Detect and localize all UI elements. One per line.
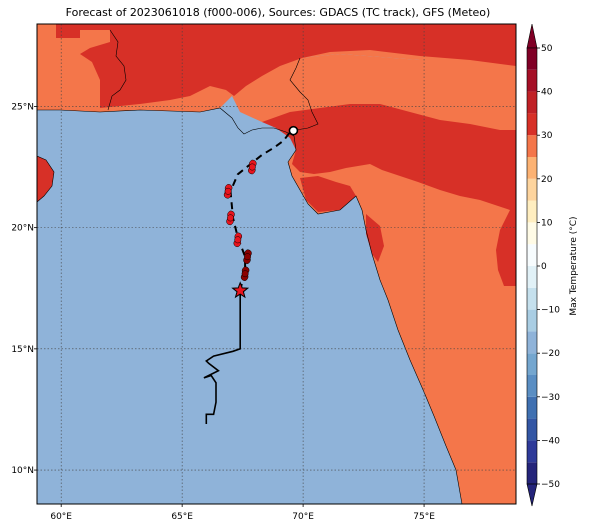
cyclone-symbol-icon [243,249,252,264]
colorbar-tick-label: 20 [541,175,553,185]
border-iran-pakistan [107,29,127,111]
colorbar-band [527,91,537,114]
border-pakistan-india [289,57,319,131]
hot-band-deccan [366,214,384,262]
colorbar-band [527,353,537,375]
colorbar-band [527,287,537,310]
hot-band-gujarat [300,176,356,212]
colorbar-band [527,462,537,484]
colorbar: 50 40 30 20 10 0 −10 −20 −30 −40 −50 Max Temperatu… [526,23,579,507]
colorbar-band [527,157,537,179]
tc-track [203,125,299,424]
cyclone-symbol-icon [223,184,233,199]
colorbar-band [527,440,537,463]
colorbar-band [527,375,537,397]
colorbar-band [527,309,537,332]
colorbar-bottom-extension [526,483,538,507]
coastlines [37,107,463,504]
colorbar-band [527,418,537,441]
cyclone-symbol-icon [248,159,257,175]
colorbar-tick-label: −10 [541,306,560,316]
map-title: Forecast of 2023061018 (f000-006), Sourc… [65,6,491,19]
past-track-line [203,290,241,424]
colorbar-bands [527,48,537,484]
colorbar-band [527,200,537,223]
map-area [37,24,516,504]
lat-tick-label: 20°N [11,224,34,234]
coastline-gujarat-india [287,135,463,504]
colorbar-tick-label: −20 [541,349,560,359]
coastline-oman [37,155,55,203]
colorbar-band [527,266,537,288]
lon-tick-label: 65°E [171,512,193,522]
colorbar-band [527,331,537,354]
colorbar-ticks: 50 40 30 20 10 0 −10 −20 −30 −40 −50 [537,44,560,490]
colorbar-label: Max Temperature (°C) [569,216,579,315]
lon-tick-label: 70°E [292,512,314,522]
coastline-makran [37,107,295,137]
lat-tick-label: 10°N [11,466,34,476]
map-frame [36,23,517,505]
forecast-track-line [229,130,292,291]
colorbar-top-extension [526,23,538,49]
lon-tick-label: 60°E [50,512,72,522]
colorbar-tick-label: 50 [541,44,553,54]
axis-tick-labels: 60°E 65°E 70°E 75°E 10°N 15°N 20°N 25°N [11,102,435,522]
colorbar-band [527,69,537,92]
cyclone-symbol-icon [233,232,243,248]
cyclone-symbol-icon [226,210,235,226]
landfall-marker-icon [288,125,299,136]
hot-band-india [262,104,516,286]
colorbar-tick-label: −30 [541,393,560,403]
colorbar-band [527,244,537,266]
colorbar-tick-label: −50 [541,480,560,490]
colorbar-tick-label: 40 [541,88,553,98]
max-temperature-land-fill [37,24,516,504]
country-borders [107,29,319,131]
gridlines [37,24,516,504]
colorbar-band [527,113,537,136]
colorbar-tick-label: −40 [541,436,560,446]
colorbar-band [527,178,537,201]
colorbar-tick-label: 10 [541,218,553,228]
land-oman-edge [37,156,54,202]
hot-band-north [37,24,516,108]
lat-tick-label: 25°N [11,102,34,112]
colorbar-band [527,396,537,419]
colorbar-band [527,222,537,245]
colorbar-tick-label: 0 [541,262,547,272]
lon-tick-label: 75°E [413,512,435,522]
lat-tick-label: 15°N [11,345,34,355]
colorbar-band [527,135,537,157]
colorbar-band [527,48,537,70]
current-position-star-icon [231,281,250,299]
colorbar-tick-label: 30 [541,131,553,141]
cyclone-symbol-icon [240,266,250,281]
